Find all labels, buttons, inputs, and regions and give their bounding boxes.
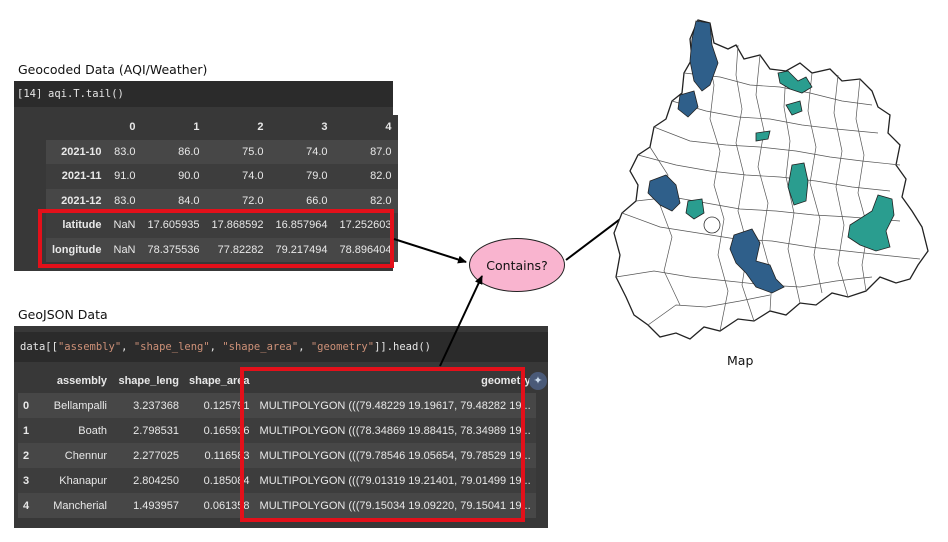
table-cell: 16.857964: [275, 219, 328, 232]
table-header-row: assembly shape_leng shape_area geometry: [18, 368, 536, 393]
geojson-code-line[interactable]: data[["assembly", "shape_leng", "shape_a…: [14, 332, 548, 362]
row-index: 2: [23, 449, 30, 462]
hyderabad-cluster: [703, 216, 721, 234]
table-cell: 0.061358: [203, 499, 250, 512]
table-cell: 2.277025: [133, 449, 179, 462]
table-row: 2021-11 91.0 90.0 74.0 79.0 82.0: [46, 164, 398, 189]
magic-wand-icon[interactable]: ✦: [529, 372, 547, 390]
table-cell: 1.493957: [133, 499, 179, 512]
column-header: 2: [257, 121, 264, 134]
map-highlighted-districts: [647, 20, 895, 294]
table-cell: Boath: [78, 424, 107, 437]
table-cell: 3.237368: [133, 399, 179, 412]
geojson-notebook-cell: data[["assembly", "shape_leng", "shape_a…: [14, 326, 548, 528]
cell-prompt: [14]: [17, 88, 43, 100]
table-cell: 0.116583: [204, 449, 250, 462]
geojson-section-title: GeoJSON Data: [18, 307, 108, 322]
table-cell: 0.125791: [203, 399, 250, 412]
column-header: geometry: [481, 374, 531, 387]
aqi-code-line[interactable]: [14] aqi.T.tail(): [14, 81, 393, 107]
table-cell: 90.0: [178, 170, 200, 183]
table-cell: 77.82282: [217, 243, 264, 256]
table-cell: 83.0: [114, 194, 136, 207]
table-row: 1 Boath 2.798531 0.165936 MULTIPOLYGON (…: [18, 418, 536, 443]
column-header: assembly: [56, 374, 107, 387]
aqi-section-title: Geocoded Data (AQI/Weather): [18, 62, 208, 77]
table-row: 2021-10 83.0 86.0 75.0 74.0 87.0: [46, 139, 398, 164]
aqi-notebook-cell: [14] aqi.T.tail() 0 1 2 3 4 2021-10 83.0…: [14, 81, 398, 271]
table-row: 0 Bellampalli 3.237368 0.125791 MULTIPOL…: [18, 393, 536, 418]
table-cell: MULTIPOLYGON (((79.01319 19.21401, 79.01…: [259, 474, 531, 487]
table-cell: 2.804250: [133, 474, 179, 487]
contains-node: Contains?: [469, 238, 565, 292]
table-cell: 91.0: [114, 170, 136, 183]
column-header: 1: [193, 121, 200, 134]
row-index: 0: [23, 399, 30, 412]
table-cell: 84.0: [178, 194, 200, 207]
table-cell: MULTIPOLYGON (((78.34869 19.88415, 78.34…: [259, 424, 531, 437]
row-index: 2021-10: [61, 145, 102, 158]
table-cell: 17.252603: [339, 219, 392, 232]
table-cell: 75.0: [242, 145, 264, 158]
table-cell: Mancherial: [53, 499, 107, 512]
table-cell: NaN: [113, 243, 136, 256]
geojson-dataframe: assembly shape_leng shape_area geometry …: [18, 368, 536, 518]
table-row: 4 Mancherial 1.493957 0.061358 MULTIPOLY…: [18, 493, 536, 518]
row-index: 2021-12: [61, 194, 102, 207]
table-row: 3 Khanapur 2.804250 0.185084 MULTIPOLYGO…: [18, 468, 536, 493]
table-cell: 79.0: [306, 170, 328, 183]
table-cell: 0.185084: [203, 474, 250, 487]
table-cell: 17.868592: [211, 219, 264, 232]
table-row: 2 Chennur 2.277025 0.116583 MULTIPOLYGON…: [18, 443, 536, 468]
table-cell: 82.0: [370, 194, 392, 207]
table-cell: MULTIPOLYGON (((79.15034 19.09220, 79.15…: [259, 499, 531, 512]
row-index: 3: [23, 474, 30, 487]
table-cell: 86.0: [178, 145, 200, 158]
table-cell: 17.605935: [147, 219, 200, 232]
table-header-row: 0 1 2 3 4: [46, 115, 398, 140]
table-cell: 87.0: [370, 145, 392, 158]
table-cell: MULTIPOLYGON (((79.48229 19.19617, 79.48…: [259, 399, 531, 412]
table-cell: MULTIPOLYGON (((79.78546 19.05654, 79.78…: [259, 449, 531, 462]
column-header: shape_leng: [118, 374, 179, 387]
column-header: shape_area: [189, 374, 250, 387]
table-row: 2021-12 83.0 84.0 72.0 66.0 82.0: [46, 188, 398, 213]
row-index: 2021-11: [61, 170, 102, 183]
table-cell: NaN: [113, 219, 136, 232]
table-cell: 2.798531: [133, 424, 179, 437]
table-row: longitude NaN 78.375536 77.82282 79.2174…: [46, 237, 398, 262]
table-cell: Khanapur: [59, 474, 107, 487]
column-header: 0: [129, 121, 136, 134]
row-index: longitude: [52, 243, 102, 256]
geojson-code: data[["assembly", "shape_leng", "shape_a…: [20, 341, 431, 353]
arrow-latlong-to-contains: [393, 238, 467, 264]
column-header: 4: [385, 121, 392, 134]
lat-long-highlight-box: [38, 209, 394, 268]
table-cell: 83.0: [114, 145, 136, 158]
table-cell: 72.0: [242, 194, 264, 207]
telangana-map: [613, 19, 929, 340]
row-index: 1: [23, 424, 30, 437]
table-cell: 78.375536: [147, 243, 200, 256]
table-cell: 79.217494: [275, 243, 328, 256]
arrow-geometry-to-contains: [439, 275, 483, 367]
table-cell: 74.0: [306, 145, 328, 158]
aqi-code: aqi.T.tail(): [48, 88, 124, 100]
map-caption: Map: [727, 353, 754, 368]
table-cell: 0.165936: [203, 424, 250, 437]
column-header: 3: [321, 121, 328, 134]
table-row: latitude NaN 17.605935 17.868592 16.8579…: [46, 213, 398, 238]
row-index: latitude: [62, 219, 102, 232]
table-cell: Chennur: [64, 449, 107, 462]
table-cell: 82.0: [370, 170, 392, 183]
geometry-highlight-box: [240, 367, 525, 522]
table-cell: 74.0: [242, 170, 264, 183]
table-cell: Bellampalli: [53, 399, 107, 412]
table-cell: 78.896404: [339, 243, 392, 256]
table-cell: 66.0: [306, 194, 328, 207]
row-index: 4: [23, 499, 30, 512]
aqi-dataframe: 0 1 2 3 4 2021-10 83.0 86.0 75.0 74.0 87…: [46, 115, 398, 262]
